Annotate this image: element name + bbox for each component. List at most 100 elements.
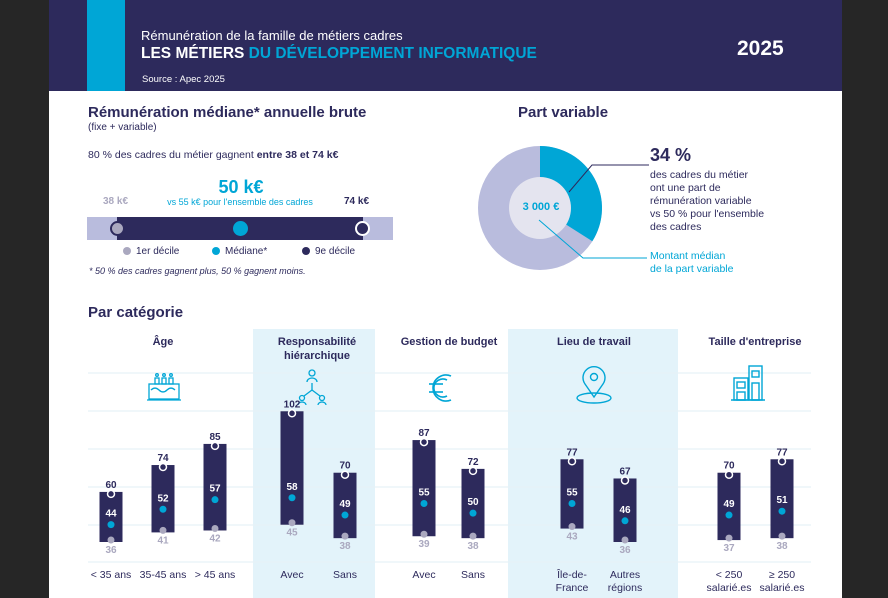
panel-responsabilite xyxy=(253,329,375,598)
d1-marker xyxy=(341,532,349,540)
d1-label: 38 xyxy=(776,541,788,552)
median-label: 51 xyxy=(776,495,788,506)
d1-label: 39 xyxy=(418,539,430,550)
range-bar-item: 60 44 36 xyxy=(99,480,123,556)
category-item-label: ≥ 250 salarié.es xyxy=(760,569,805,595)
median-marker xyxy=(778,507,786,515)
item-label-line: Avec xyxy=(412,569,436,581)
median-marker xyxy=(159,505,167,513)
location-pin-icon xyxy=(576,365,612,404)
d9-label: 102 xyxy=(284,399,301,410)
median-marker xyxy=(233,221,248,236)
range-bar-item: 85 57 42 xyxy=(203,432,227,544)
range-text: 80 % des cadres du métier gagnent xyxy=(88,149,257,161)
median-value: 50 k€ xyxy=(218,177,264,197)
d1-label: 45 xyxy=(286,528,298,539)
category-item-label: < 35 ans xyxy=(91,569,132,582)
d1-label: 41 xyxy=(157,535,169,546)
d9-marker xyxy=(419,437,429,447)
desc-line: des cadres du métier xyxy=(650,169,749,181)
amount-label-line: Montant médian xyxy=(650,250,726,262)
median-marker xyxy=(107,521,115,529)
category-group-title: Lieu de travail xyxy=(557,335,631,349)
source: Source : Apec 2025 xyxy=(142,74,225,85)
item-label-line: Avec xyxy=(280,569,304,581)
range-bar xyxy=(203,443,227,531)
d9-marker xyxy=(620,476,630,485)
d9-label: 77 xyxy=(566,447,578,458)
d1-marker xyxy=(778,532,786,540)
range-bar xyxy=(717,472,741,541)
range-bar xyxy=(613,478,637,542)
d1-marker xyxy=(107,536,115,544)
d9-legend-dot xyxy=(302,247,310,256)
leader-line-amount xyxy=(538,219,647,259)
d1-marker xyxy=(110,221,125,236)
d1-marker xyxy=(568,523,576,531)
range-bar-item: 87 55 39 xyxy=(412,428,436,550)
desc-line: vs 50 % pour l'ensemble xyxy=(650,208,765,220)
item-label-line: < 250 xyxy=(715,569,743,581)
category-item-label: Île-de- France xyxy=(556,569,589,595)
range-bar-item: 77 55 43 xyxy=(560,447,584,543)
median-label: 55 xyxy=(418,488,430,499)
title-part2: DU DÉVELOPPEMENT INFORMATIQUE xyxy=(248,45,537,62)
infographic-page: Rémunération de la famille de métiers ca… xyxy=(49,0,842,598)
item-label-line: Autres xyxy=(609,569,641,581)
category-group-title: Âge xyxy=(153,335,174,349)
median-marker xyxy=(725,511,733,519)
d9-marker xyxy=(340,470,350,479)
d9-marker xyxy=(106,489,116,499)
salary-range-track xyxy=(87,217,393,240)
item-label-line: France xyxy=(555,582,589,594)
d9-value: 74 k€ xyxy=(344,196,370,207)
d1-label: 37 xyxy=(723,543,735,554)
legend-median: Médiane* xyxy=(212,246,267,257)
accent-band xyxy=(87,0,125,91)
legend-label: 9e décile xyxy=(315,246,356,257)
birthday-cake-icon xyxy=(147,373,181,401)
category-item-label: Sans xyxy=(461,569,485,582)
median-marker xyxy=(568,500,576,508)
range-bar xyxy=(412,440,436,537)
variable-percent: 34 % xyxy=(650,145,692,165)
median-label: 58 xyxy=(286,482,298,493)
d9-marker xyxy=(355,221,370,236)
d9-label: 77 xyxy=(776,447,788,458)
salary-subtitle: (fixe + variable) xyxy=(88,122,157,133)
range-bar-item: 70 49 37 xyxy=(717,461,741,554)
range-bar-item: 67 46 36 xyxy=(613,466,637,556)
d9-label: 85 xyxy=(209,432,221,443)
variable-desc: des cadres du métier ont une part de rém… xyxy=(650,169,764,234)
category-title: Par catégorie xyxy=(88,304,184,321)
d1-marker xyxy=(469,532,477,540)
d1-label: 36 xyxy=(619,545,631,556)
amount-label-line: de la part variable xyxy=(650,263,734,275)
item-label-line: salarié.es xyxy=(759,582,805,594)
range-bar xyxy=(99,491,123,542)
range-bar-item: 102 58 45 xyxy=(280,399,304,539)
range-bar xyxy=(560,459,584,529)
item-label-line: Sans xyxy=(461,569,485,581)
range-bar-item: 72 50 38 xyxy=(461,457,485,552)
d1-marker xyxy=(725,534,733,542)
range-bold: entre 38 et 74 k€ xyxy=(256,149,339,161)
d9-marker xyxy=(158,462,168,472)
header: Rémunération de la famille de métiers ca… xyxy=(49,0,842,91)
median-marker xyxy=(288,494,296,502)
d1-label: 42 xyxy=(209,533,221,544)
category-item-label: > 45 ans xyxy=(195,569,236,582)
median-compare: vs 55 k€ pour l'ensemble des cadres xyxy=(167,197,313,207)
desc-line: rémunération variable xyxy=(650,195,752,207)
amount-label: Montant médian de la part variable xyxy=(650,250,733,276)
d9-label: 70 xyxy=(723,461,735,472)
range-bar-item: 70 49 38 xyxy=(333,461,357,552)
d1-value: 38 k€ xyxy=(103,196,129,207)
item-label-line: régions xyxy=(607,582,643,594)
category-item-label: 35-45 ans xyxy=(140,569,187,582)
item-label-line: salarié.es xyxy=(706,582,752,594)
median-label: 44 xyxy=(105,509,117,520)
buildings-icon xyxy=(731,365,765,401)
d1-marker xyxy=(288,519,296,527)
median-label: 50 xyxy=(467,497,479,508)
